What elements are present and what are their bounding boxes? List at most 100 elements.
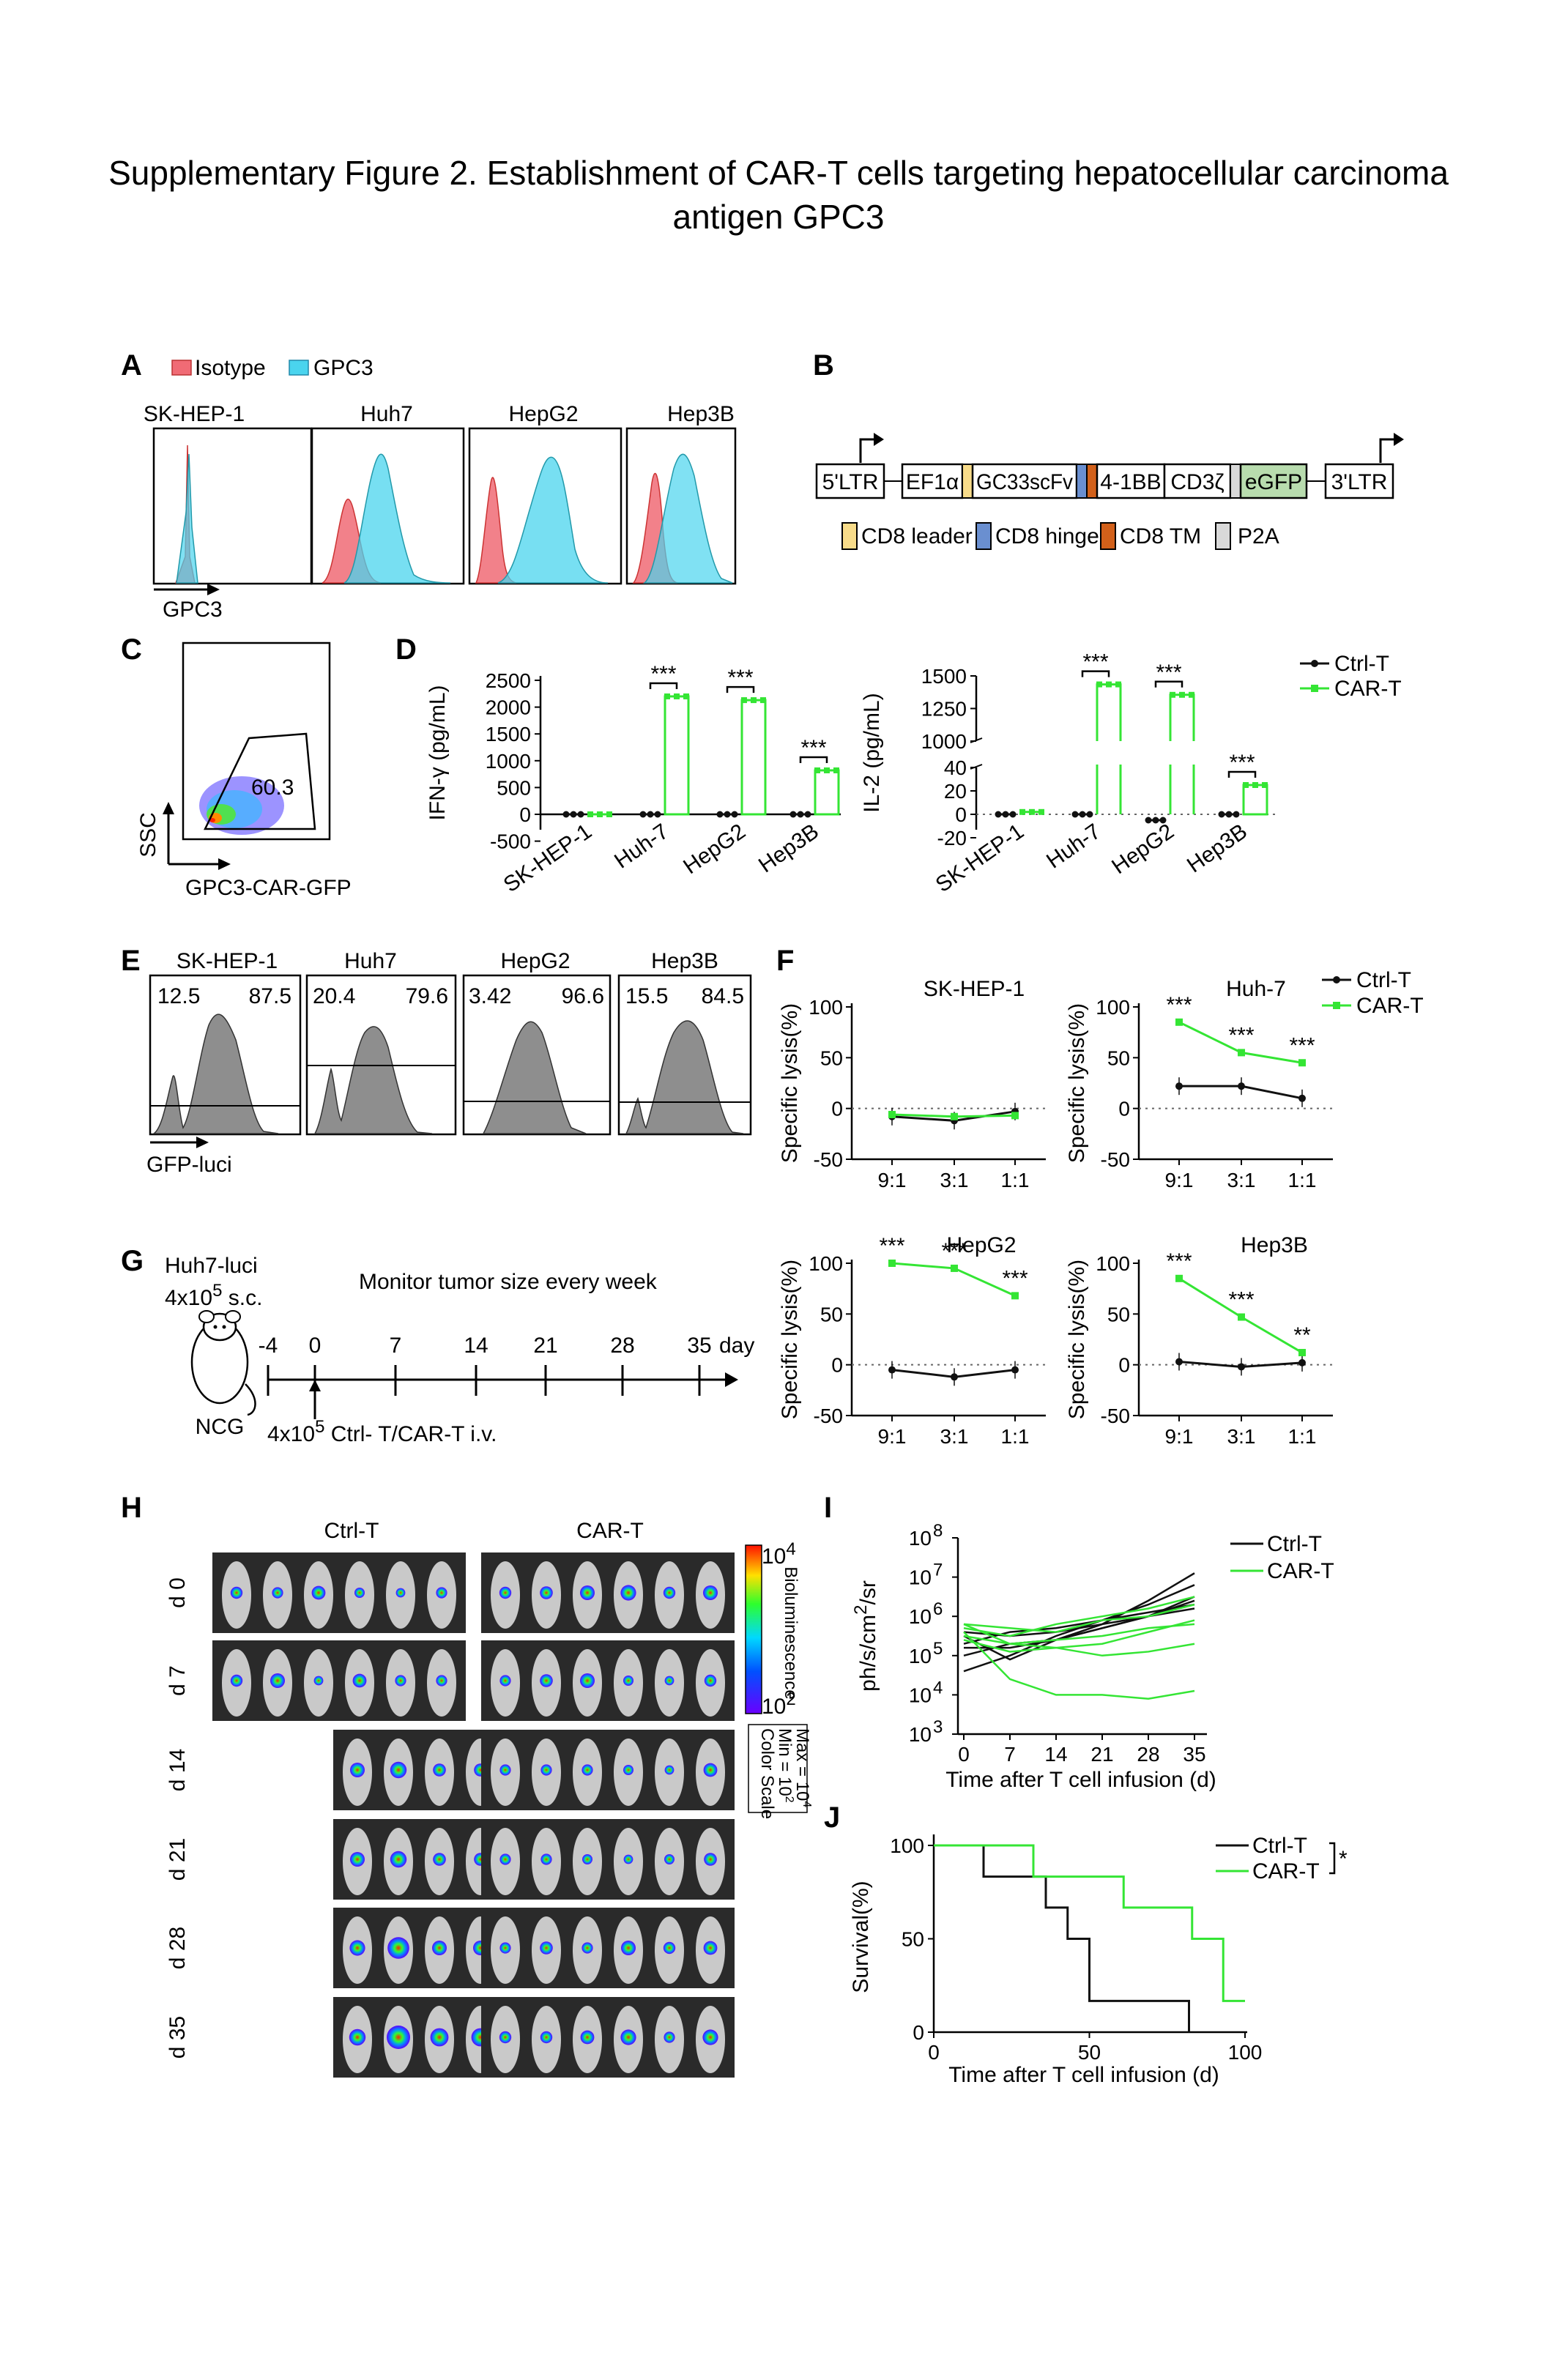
color-scale-title: Color Scale (757, 1728, 777, 1819)
il2-y-tick-label: 1000 (921, 730, 967, 753)
ifn-y-tick-label: 1000 (486, 750, 531, 773)
d-legend-ctrl-marker (1311, 660, 1318, 667)
box-5ltr (815, 463, 885, 499)
h-car-signal (703, 1763, 718, 1777)
i-ctrl-mouse-line (964, 1572, 1195, 1649)
promoter-arrowhead-3ltr (1394, 433, 1404, 446)
f-y-tick-label: -50 (1101, 1148, 1130, 1171)
histogram-frame-huh7 (311, 427, 465, 585)
f-significance-label: *** (879, 1234, 904, 1258)
j-survival-curves (934, 1844, 1245, 2032)
i-x-tick-label: 35 (1183, 1743, 1205, 1766)
legend-swatch-cd8-leader (841, 522, 858, 550)
f-significance-label: *** (1166, 1249, 1192, 1273)
ifn-significance-bracket (726, 685, 755, 693)
j-ticks: 100 50 00 50 100 (890, 1834, 1262, 2064)
il2-bar-car (1096, 683, 1122, 814)
f-ctrl-point (1175, 1082, 1183, 1090)
sample-label-hepg2: HepG2 (508, 402, 578, 426)
legend-cd8-leader: CD8 leader (861, 524, 973, 548)
il2-point-ctrl (1145, 817, 1152, 824)
f-x-tick-label: 1:1 (1001, 1169, 1030, 1191)
e-pos-skhep1: 87.5 (249, 984, 291, 1008)
il2-significance-label: *** (1229, 751, 1255, 775)
h-ctrl-signal (387, 2026, 410, 2049)
h-day-label: d 0 (166, 1577, 190, 1608)
h-car-signal (540, 2031, 553, 2044)
f-car-point (951, 1112, 958, 1120)
e-neg-hepg2: 3.42 (469, 984, 511, 1008)
h-car-image (481, 1819, 735, 1900)
ifn-y-tick-label: 2000 (486, 696, 531, 719)
e-frame-skhep1 (149, 974, 302, 1136)
il2-y-tick-label: 1500 (921, 665, 967, 688)
f-x-tick-label: 1:1 (1001, 1425, 1030, 1448)
f-x-tick-label: 3:1 (940, 1425, 969, 1448)
h-ctrl-signal (311, 1585, 326, 1600)
h-car-signal (704, 1853, 717, 1866)
i-y-tick-label: 10 (909, 1723, 932, 1746)
f-y-tick-label: 100 (809, 996, 843, 1019)
panel-a: A Isotype GPC3 SK-HEP-1 Huh7 HepG2 Hep3B… (121, 349, 737, 622)
panel-c: C 60.3 SSC GPC3-CAR-GFP (121, 633, 352, 900)
f-car-point (1011, 1112, 1019, 1120)
panel-i-letter: I (824, 1492, 832, 1524)
h-car-signal (581, 1764, 593, 1776)
ifn-point-car (606, 811, 612, 817)
h-car-signal (664, 1676, 675, 1686)
bioluminescence-colorbar (745, 1544, 762, 1714)
g-day-label: 7 (390, 1334, 402, 1358)
h-car-signal (540, 1764, 552, 1776)
ifn-significance-bracket (799, 756, 828, 763)
g-infusion-arrowhead (309, 1380, 321, 1391)
f-ctrl-point (888, 1366, 896, 1374)
j-legend-car-label: CAR-T (1252, 1859, 1320, 1883)
h-car-signal (620, 1585, 636, 1601)
panel-e: E SK-HEP-1 Huh7 HepG2 Hep3B 12.5 87.5 20… (121, 945, 752, 1177)
gate-percentage: 60.3 (251, 776, 294, 800)
box-ef1a-label: EF1α (906, 470, 959, 494)
f-significance-label: *** (1289, 1033, 1315, 1057)
gpc3-hist-hepg2 (497, 456, 609, 584)
h-car-signal (580, 1673, 595, 1688)
il2-y-tick-label: 0 (955, 803, 967, 826)
box-cd8-hinge (1076, 464, 1088, 499)
d-category-label: Hep3B (1183, 819, 1252, 878)
h-ctrl-signal (433, 1853, 446, 1866)
h-car-image (481, 1908, 735, 1988)
legend-p2a: P2A (1238, 524, 1279, 548)
ifn-significance-label: *** (800, 736, 826, 760)
il2-y-tick-label: -20 (937, 827, 967, 849)
i-y-label: ph/s/cm2/sr (851, 1580, 880, 1692)
j-significance-star: * (1339, 1847, 1348, 1871)
panel-e-letter: E (121, 945, 141, 977)
g-day-label: 0 (309, 1334, 322, 1358)
f-car-point (888, 1260, 896, 1267)
panel-d-letter: D (395, 633, 417, 666)
i-y-tick-exponent: 6 (933, 1599, 943, 1619)
f-x-tick-label: 9:1 (1165, 1425, 1194, 1448)
f-car-point (888, 1110, 896, 1118)
dotplot-frame (182, 642, 331, 841)
f-legend-car-marker (1333, 1002, 1340, 1009)
ifn-point-car (587, 811, 593, 817)
gpc3-axis-arrowhead (207, 584, 220, 595)
f-significance-label: *** (941, 1239, 967, 1263)
box-cd8-leader (962, 464, 973, 499)
sample-label-huh7: Huh7 (360, 402, 413, 426)
promoter-arrow-5ltr (859, 438, 875, 463)
legend-cd8-hinge: CD8 hinge (995, 524, 1099, 548)
gpc3-legend-label: GPC3 (313, 356, 374, 380)
il2-point-ctrl (1225, 811, 1233, 818)
g-cell-line: Huh7-luci (165, 1254, 258, 1278)
f-ctrl-point (1298, 1094, 1306, 1102)
h-ctrl-signal (390, 1851, 407, 1868)
h-car-signal (499, 1853, 511, 1865)
i-y-tick-label: 10 (909, 1566, 932, 1589)
f-car-point (1238, 1049, 1245, 1057)
ifn-point-car (683, 693, 689, 699)
h-day-label: d 7 (166, 1665, 190, 1696)
g-day-unit: day (719, 1334, 754, 1358)
box-3ltr (1324, 463, 1394, 499)
f-x-tick-label: 1:1 (1288, 1425, 1317, 1448)
